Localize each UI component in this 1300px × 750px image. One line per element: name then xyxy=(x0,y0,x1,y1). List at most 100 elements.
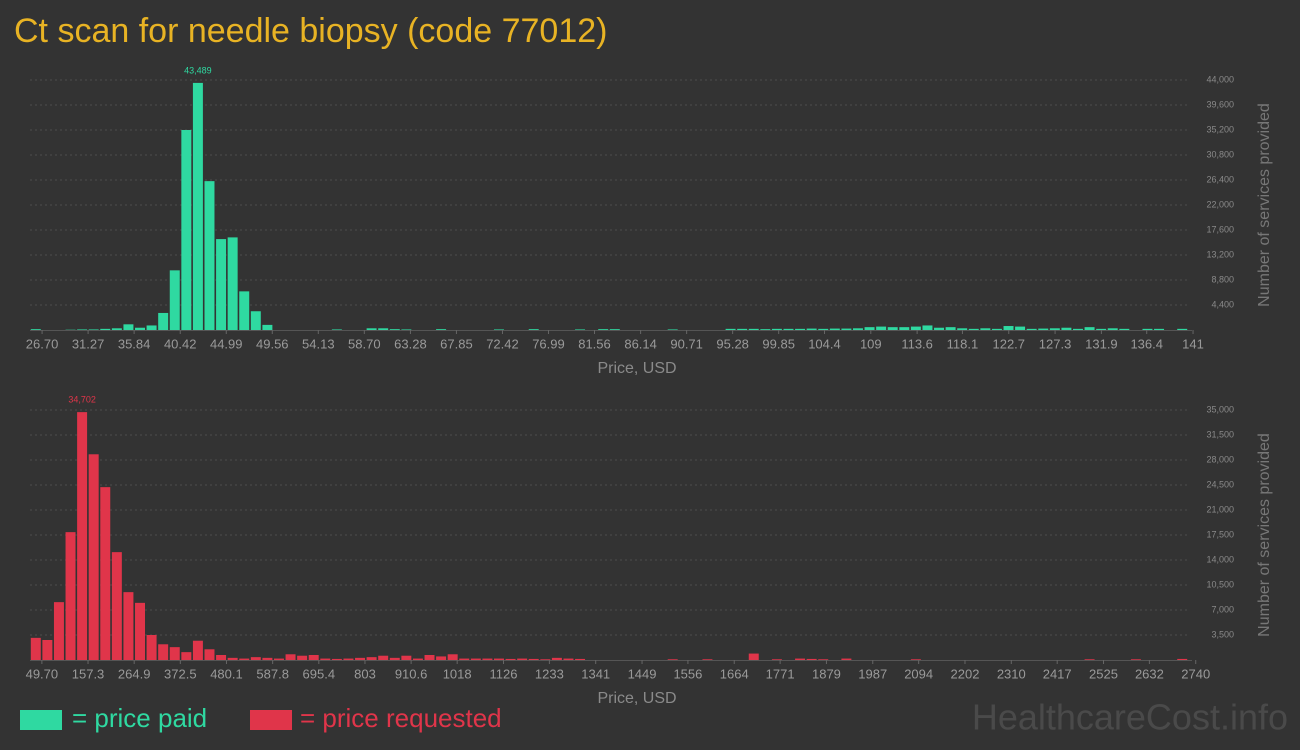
x-tick-label: 157.3 xyxy=(72,666,105,681)
x-tick-label: 2525 xyxy=(1089,666,1118,681)
bar xyxy=(1096,328,1107,330)
bar xyxy=(575,329,586,330)
x-tick-label: 2740 xyxy=(1181,666,1210,681)
bar xyxy=(389,657,400,660)
x-tick-label: 86.14 xyxy=(624,336,657,351)
value-label: 34,702 xyxy=(68,395,96,405)
bar xyxy=(1084,327,1095,330)
y-tick-label: 17,500 xyxy=(1206,529,1234,539)
x-tick-label: 63.28 xyxy=(394,336,427,351)
bar xyxy=(575,658,586,660)
bar xyxy=(216,239,227,330)
bar xyxy=(760,329,771,330)
bar xyxy=(934,327,945,330)
bar xyxy=(771,659,782,660)
bar xyxy=(980,328,991,330)
x-tick-label: 35.84 xyxy=(118,336,151,351)
bar xyxy=(181,652,192,660)
y-tick-label: 13,200 xyxy=(1206,249,1234,259)
x-tick-label: 76.99 xyxy=(532,336,565,351)
y-tick-label: 26,400 xyxy=(1206,174,1234,184)
bar xyxy=(667,659,678,660)
x-tick-label: 1341 xyxy=(581,666,610,681)
legend-swatch xyxy=(250,710,292,730)
bar xyxy=(331,658,342,660)
x-tick-label: 136.4 xyxy=(1130,336,1163,351)
bar xyxy=(945,327,956,330)
bar xyxy=(829,328,840,330)
y-tick-label: 4,400 xyxy=(1211,299,1234,309)
bar xyxy=(1003,326,1014,330)
bar xyxy=(30,329,41,330)
bar xyxy=(204,649,215,660)
y-tick-label: 35,200 xyxy=(1206,124,1234,134)
bar xyxy=(250,311,261,330)
bar xyxy=(389,329,400,330)
x-tick-label: 31.27 xyxy=(72,336,105,351)
x-tick-label: 372.5 xyxy=(164,666,197,681)
x-tick-label: 803 xyxy=(354,666,376,681)
x-tick-label: 26.70 xyxy=(26,336,59,351)
bar xyxy=(725,328,736,330)
x-tick-label: 54.13 xyxy=(302,336,335,351)
bar xyxy=(285,654,296,660)
bar xyxy=(795,328,806,330)
y-axis-title: Number of services provided xyxy=(1256,103,1273,307)
x-tick-label: 99.85 xyxy=(762,336,795,351)
legend-label: = price paid xyxy=(72,703,207,733)
bar xyxy=(331,329,342,330)
bar xyxy=(250,657,261,660)
bar xyxy=(100,328,111,330)
bar xyxy=(1049,328,1060,330)
y-tick-label: 22,000 xyxy=(1206,199,1234,209)
bar xyxy=(1130,659,1141,660)
x-tick-label: 49.70 xyxy=(26,666,59,681)
bar xyxy=(818,659,829,660)
bar xyxy=(320,658,331,660)
bar xyxy=(192,82,203,330)
x-tick-label: 2417 xyxy=(1043,666,1072,681)
bar xyxy=(146,635,157,660)
bar xyxy=(1015,326,1026,330)
bar xyxy=(262,657,273,660)
bar xyxy=(355,657,366,660)
bar xyxy=(505,658,516,660)
y-tick-label: 7,000 xyxy=(1211,604,1234,614)
bar xyxy=(65,532,76,660)
bar xyxy=(227,237,238,330)
bar xyxy=(1177,658,1188,660)
bar xyxy=(517,658,528,660)
bar xyxy=(806,328,817,330)
bar xyxy=(42,640,53,660)
y-tick-label: 30,800 xyxy=(1206,149,1234,159)
bar xyxy=(273,658,284,660)
bar xyxy=(748,653,759,660)
x-tick-label: 1556 xyxy=(673,666,702,681)
legend-swatch xyxy=(20,710,62,730)
bar xyxy=(158,312,169,330)
x-tick-label: 44.99 xyxy=(210,336,243,351)
x-tick-label: 1233 xyxy=(535,666,564,681)
bar xyxy=(494,658,504,660)
bar xyxy=(598,329,609,330)
bar xyxy=(795,658,806,660)
bar xyxy=(1061,327,1072,330)
bar xyxy=(887,327,898,330)
x-tick-label: 2310 xyxy=(997,666,1026,681)
bar xyxy=(401,655,412,660)
bar xyxy=(88,329,99,330)
x-tick-label: 141 xyxy=(1182,336,1204,351)
bar xyxy=(401,329,412,330)
bar xyxy=(737,328,748,330)
x-tick-label: 118.1 xyxy=(947,336,979,351)
bar xyxy=(366,657,377,660)
y-tick-label: 35,000 xyxy=(1206,404,1234,414)
bar xyxy=(1026,328,1037,330)
bar xyxy=(957,328,968,330)
bar xyxy=(436,329,447,330)
bar xyxy=(910,659,921,660)
bar xyxy=(991,328,1002,330)
x-tick-label: 67.85 xyxy=(440,336,473,351)
x-tick-label: 1449 xyxy=(628,666,657,681)
